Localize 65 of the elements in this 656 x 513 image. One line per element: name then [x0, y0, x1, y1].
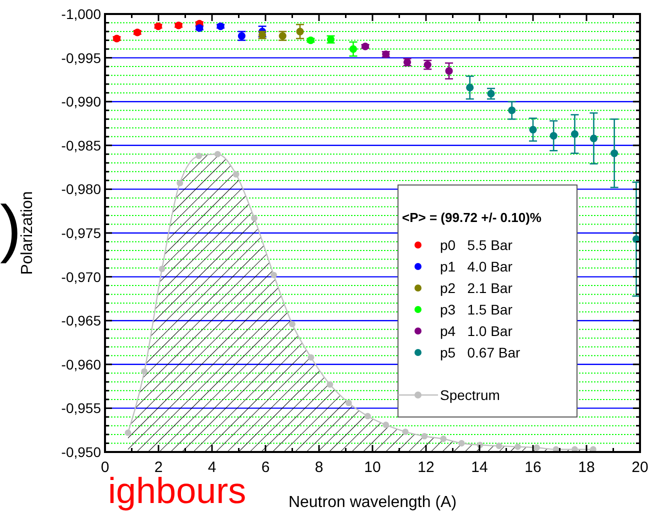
point	[496, 442, 502, 450]
point	[514, 444, 521, 450]
x-tick-label: 20	[632, 459, 648, 476]
point	[534, 444, 540, 451]
y-tick-label: -0,960	[61, 356, 102, 372]
point	[289, 320, 296, 328]
point	[214, 150, 221, 158]
point	[196, 152, 202, 160]
point	[176, 180, 184, 186]
y-tick-label: -1,000	[61, 6, 102, 22]
legend-label: p2 2.1 Bar	[440, 280, 513, 296]
point	[326, 381, 334, 388]
point	[610, 149, 618, 158]
x-tick-label: 14	[471, 459, 488, 476]
point	[308, 354, 314, 361]
y-tick-label: -0,985	[61, 137, 102, 154]
point	[141, 368, 148, 375]
point	[508, 106, 516, 114]
point	[251, 214, 258, 222]
x-tick-label: 12	[418, 459, 434, 476]
x-tick-label: 16	[524, 459, 542, 476]
y-tick-label: -0,950	[61, 444, 102, 460]
point	[158, 266, 166, 272]
y-axis-title: Polarization	[19, 191, 36, 275]
x-tick-label: 8	[314, 459, 324, 476]
point	[590, 134, 598, 142]
point	[440, 436, 447, 442]
y-tick-label: -0,965	[61, 312, 102, 329]
point	[550, 132, 558, 140]
x-tick-label: 18	[578, 459, 595, 476]
legend-label: p1 4.0 Bar	[440, 258, 513, 274]
y-tick-label: -0,995	[61, 50, 102, 66]
point	[445, 67, 453, 75]
point	[529, 126, 537, 134]
x-tick-label: 2	[154, 459, 163, 476]
legend-label: p5 0.67 Bar	[440, 344, 521, 360]
point	[364, 412, 371, 420]
point	[345, 400, 352, 406]
legend-label: p0 5.5 Bar	[440, 237, 513, 253]
point	[270, 272, 277, 278]
point	[232, 171, 240, 178]
y-tick-label: -0,975	[61, 225, 102, 241]
legend-label: p3 1.5 Bar	[440, 302, 513, 318]
x-tick-label: 0	[100, 459, 110, 476]
legend-title: <P> = (99.72 +/- 0.10)%	[402, 210, 542, 225]
point	[466, 84, 474, 92]
point	[402, 428, 409, 436]
legend-label: p4 1.0 Bar	[440, 323, 513, 339]
x-tick-label: 10	[364, 459, 381, 476]
legend-label: Spectrum	[440, 387, 500, 403]
x-tick-label: 4	[208, 459, 216, 476]
point	[458, 440, 465, 446]
point	[296, 28, 304, 36]
point	[382, 422, 390, 428]
y-tick-label: -0,955	[61, 400, 102, 416]
x-tick-label: 6	[261, 459, 270, 476]
y-tick-label: -0,990	[61, 94, 102, 110]
x-axis-title: Neutron wavelength (A)	[288, 494, 457, 511]
y-tick-label: -0,970	[61, 268, 102, 285]
point	[421, 433, 428, 440]
text: )	[0, 192, 22, 264]
point	[570, 130, 579, 138]
y-tick-label: -0,980	[61, 181, 102, 198]
point	[124, 430, 132, 436]
point	[349, 45, 358, 53]
